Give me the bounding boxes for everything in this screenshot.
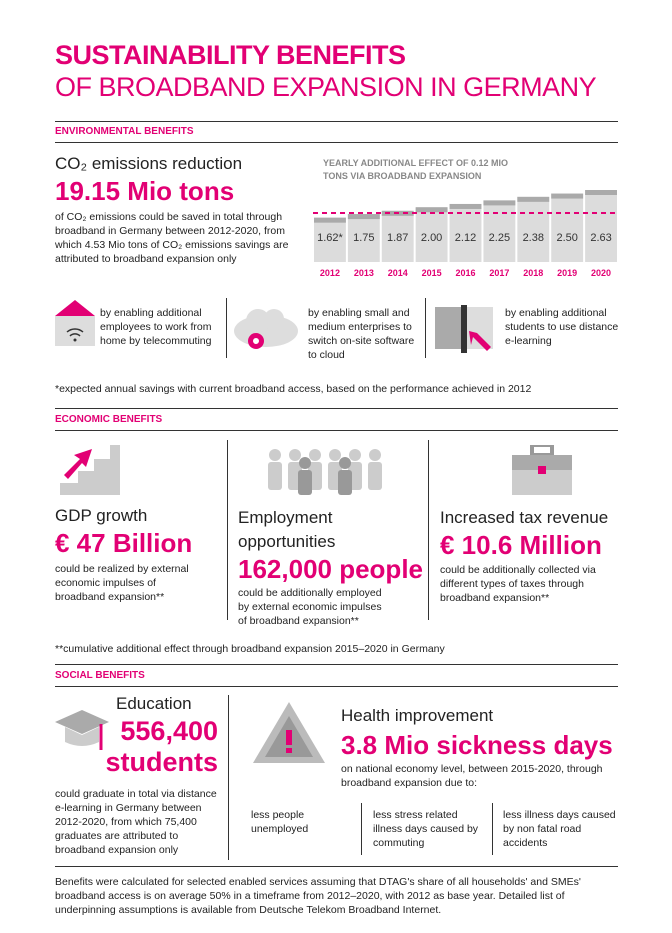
value-label: 1.75 (353, 232, 374, 244)
subtitle: Increased tax revenue (440, 508, 609, 527)
item-text: by enabling additional students to use d… (505, 307, 619, 347)
bar-cap (449, 203, 482, 209)
book-icon (435, 305, 493, 353)
x-tick-label: 2017 (489, 268, 509, 278)
warning-icon (253, 702, 325, 763)
bar-cap (585, 190, 617, 195)
bar-cap (415, 207, 448, 213)
separator (428, 440, 429, 620)
home-icon (55, 300, 95, 346)
value-label: 1.87 (387, 232, 408, 244)
section-heading: SOCIAL BENEFITS (55, 670, 145, 681)
bar (415, 207, 448, 262)
text: could be additionally employed by extern… (238, 587, 382, 627)
footnote: **cumulative additional effect through b… (55, 643, 445, 655)
rule (55, 866, 618, 867)
bar (483, 200, 516, 262)
rule (55, 686, 618, 687)
bar-cap (551, 193, 584, 199)
rule (55, 408, 618, 409)
separator (425, 298, 426, 358)
stairs-icon (60, 445, 120, 495)
rule (55, 142, 618, 143)
section-heading: ENVIRONMENTAL BENEFITS (55, 126, 194, 137)
text: could be additionally collected via diff… (440, 564, 596, 604)
rule (55, 121, 618, 122)
bar (517, 196, 550, 262)
subtitle: GDP growth (55, 506, 148, 525)
bar (585, 190, 617, 262)
text: could be realized by external economic i… (55, 563, 189, 603)
separator (361, 803, 362, 855)
subtitle: Employment opportunities (238, 508, 336, 551)
title-line2: OF BROADBAND EXPANSION IN GERMANY (55, 72, 597, 102)
figure: € 10.6 Million (440, 530, 602, 560)
bar-cap (314, 217, 346, 223)
bar-cap (483, 200, 516, 206)
value-label: 2.50 (556, 232, 577, 244)
x-tick-label: 2014 (388, 268, 408, 278)
bar (551, 193, 584, 262)
figure: 19.15 Mio tons (55, 176, 235, 206)
separator (227, 440, 228, 620)
figure: 556,400 (120, 716, 218, 746)
text: could graduate in total via distance e-l… (55, 788, 217, 856)
rule (55, 664, 618, 665)
rule (55, 430, 618, 431)
item-text: less people unemployed (251, 809, 309, 835)
bar-cap (517, 196, 550, 202)
bar (381, 210, 414, 262)
figure-unit: students (105, 747, 218, 777)
graduation-icon (55, 710, 109, 750)
separator (228, 695, 229, 860)
text: of CO₂ emissions could be saved in total… (55, 211, 289, 265)
chart: 1.62* 2012 1.75 2013 1.87 2014 2.00 2015 2.12 201… (313, 190, 618, 278)
x-tick-label: 2012 (320, 268, 340, 278)
value-label: 2.00 (421, 232, 442, 244)
item-text: by enabling small and medium enterprises… (308, 307, 415, 361)
text: on national economy level, between 2015-… (341, 763, 603, 789)
title-line1: SUSTAINABILITY BENEFITS (55, 40, 406, 70)
subtitle: CO₂ emissions reduction (55, 154, 243, 173)
figure: € 47 Billion (55, 528, 193, 558)
item-text: by enabling additional employees to work… (100, 307, 212, 347)
x-tick-label: 2018 (523, 268, 543, 278)
x-tick-label: 2015 (422, 268, 442, 278)
footnote: *expected annual savings with current br… (55, 383, 532, 395)
x-tick-label: 2013 (354, 268, 374, 278)
value-label: 2.25 (489, 232, 510, 244)
cloud-icon (234, 309, 298, 349)
x-tick-label: 2016 (455, 268, 475, 278)
value-label: 1.62* (317, 232, 343, 244)
bar (347, 214, 380, 262)
x-tick-label: 2019 (557, 268, 577, 278)
x-tick-label: 2020 (591, 268, 611, 278)
value-label: 2.38 (523, 232, 544, 244)
subtitle: Health improvement (341, 706, 494, 725)
subtitle: Education (116, 694, 192, 713)
footer: Benefits were calculated for selected en… (55, 876, 581, 916)
separator (226, 298, 227, 358)
item-text: less illness days caused by non fatal ro… (503, 809, 616, 849)
chart-title: YEARLY ADDITIONAL EFFECT OF 0.12 MIO TON… (323, 158, 509, 181)
value-label: 2.12 (455, 232, 476, 244)
separator (492, 803, 493, 855)
item-text: less stress related illness days caused … (373, 809, 479, 849)
value-label: 2.63 (590, 232, 611, 244)
section-heading: ECONOMIC BENEFITS (55, 414, 163, 425)
bar (314, 217, 346, 262)
figure: 162,000 people (238, 554, 423, 584)
briefcase-icon (512, 445, 572, 495)
figure: 3.8 Mio sickness days (341, 730, 613, 760)
people-icon (268, 449, 382, 495)
bar-cap (347, 214, 380, 220)
